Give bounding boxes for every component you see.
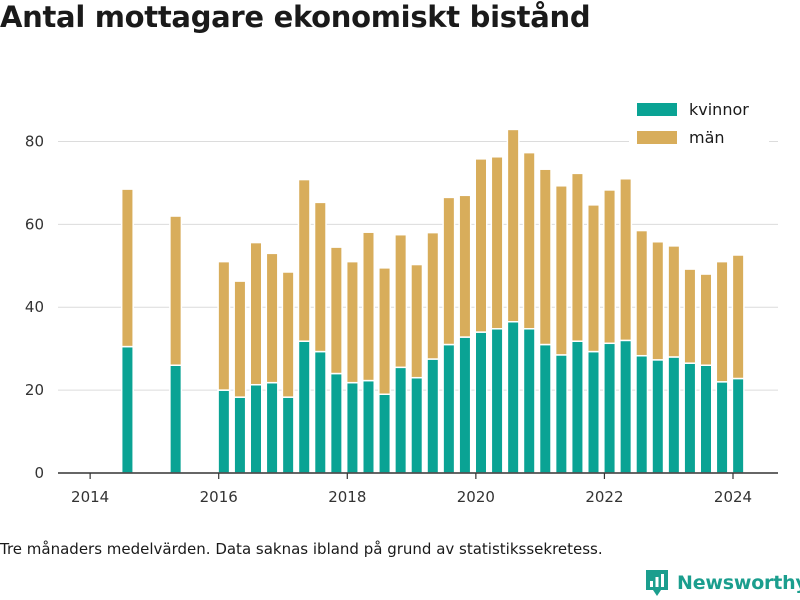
bar-kvinnor [490,328,504,474]
bar-kvinnor [715,381,729,474]
bar-män [233,280,247,398]
bar-kvinnor [538,343,552,474]
bar-män [410,263,424,379]
bar-män [587,204,600,353]
bar-kvinnor [522,328,536,474]
bar-kvinnor [345,381,359,474]
bar-kvinnor [570,340,584,474]
footnote: Tre månaders medelvärden. Data saknas ib… [0,540,603,558]
bar-män [394,233,408,369]
bar-män [651,240,665,361]
x-tick-label: 2016 [200,488,238,506]
bar-män [249,241,263,386]
bar-män [619,177,633,342]
legend-label-kvinnor: kvinnor [689,100,749,119]
bar-kvinnor [474,331,488,474]
bars [120,128,745,474]
bar-kvinnor [394,366,408,474]
bar-män [635,229,649,357]
legend-swatch-män [637,131,677,144]
bar-män [731,254,745,380]
y-tick-label: 80 [25,132,44,150]
bar-män [538,168,552,346]
bar-män [120,188,134,348]
bar-män [378,267,392,396]
bar-män [169,215,183,366]
bar-män [474,158,488,333]
bar-kvinnor [554,354,568,474]
bar-män [281,271,295,398]
bar-män [522,151,536,330]
x-tick-label: 2022 [585,488,623,506]
axes: 0 20 40 60 80 2014 2016 2018 2020 2022 2024 [25,132,778,506]
bar-män [554,185,568,356]
bar-män [667,245,681,358]
bar-män [217,260,231,391]
bar-kvinnor [217,389,231,474]
legend: kvinnor män [629,94,769,150]
bar-kvinnor [378,393,392,474]
bar-män [570,172,584,342]
bar-kvinnor [731,377,745,474]
bar-kvinnor [169,364,183,474]
chart-title: Antal mottagare ekonomiskt bistånd [0,0,591,34]
bar-kvinnor [619,339,633,474]
x-tick-label: 2024 [714,488,752,506]
bar-kvinnor [362,379,375,474]
bar-kvinnor [120,345,134,474]
bar-män [715,260,729,383]
bar-män [506,128,520,323]
legend-label-män: män [689,128,725,147]
bar-kvinnor [233,396,247,474]
bar-kvinnor [313,350,327,474]
brand-name: Newsworthy [677,572,800,594]
bar-kvinnor [297,340,311,474]
bar-kvinnor [667,356,681,474]
bar-kvinnor [635,354,649,474]
bar-kvinnor [683,362,697,474]
bar-män [683,268,697,364]
legend-swatch-kvinnor [637,103,677,116]
bar-män [603,189,617,345]
bar-män [345,260,359,384]
y-tick-label: 40 [25,298,44,316]
bar-män [297,178,311,342]
bar-män [329,246,343,375]
bar-män [490,156,504,330]
y-tick-label: 60 [25,215,44,233]
bar-kvinnor [442,343,456,474]
bar-män [426,231,440,360]
bar-kvinnor [265,381,279,474]
y-tick-label: 0 [34,464,44,482]
y-tick-label: 20 [25,381,44,399]
bar-kvinnor [410,376,424,474]
x-tick-label: 2014 [71,488,109,506]
bar-kvinnor [281,396,295,474]
bar-kvinnor [506,320,520,474]
brand[interactable]: Newsworthy [644,568,800,598]
x-tick-label: 2018 [328,488,366,506]
bar-män [362,231,375,382]
bar-män [442,196,456,346]
bar-män [313,201,327,353]
bar-kvinnor [699,364,713,474]
bar-kvinnor [329,372,343,474]
x-tick-label: 2020 [457,488,495,506]
bar-kvinnor [249,383,263,474]
newsworthy-logo-icon [646,570,668,596]
bar-kvinnor [651,359,665,474]
bar-kvinnor [587,350,600,474]
bar-kvinnor [426,358,440,474]
bar-män [699,273,713,366]
bar-män [458,194,472,338]
bar-män [265,252,279,384]
bar-kvinnor [603,342,617,474]
bar-kvinnor [458,336,472,474]
